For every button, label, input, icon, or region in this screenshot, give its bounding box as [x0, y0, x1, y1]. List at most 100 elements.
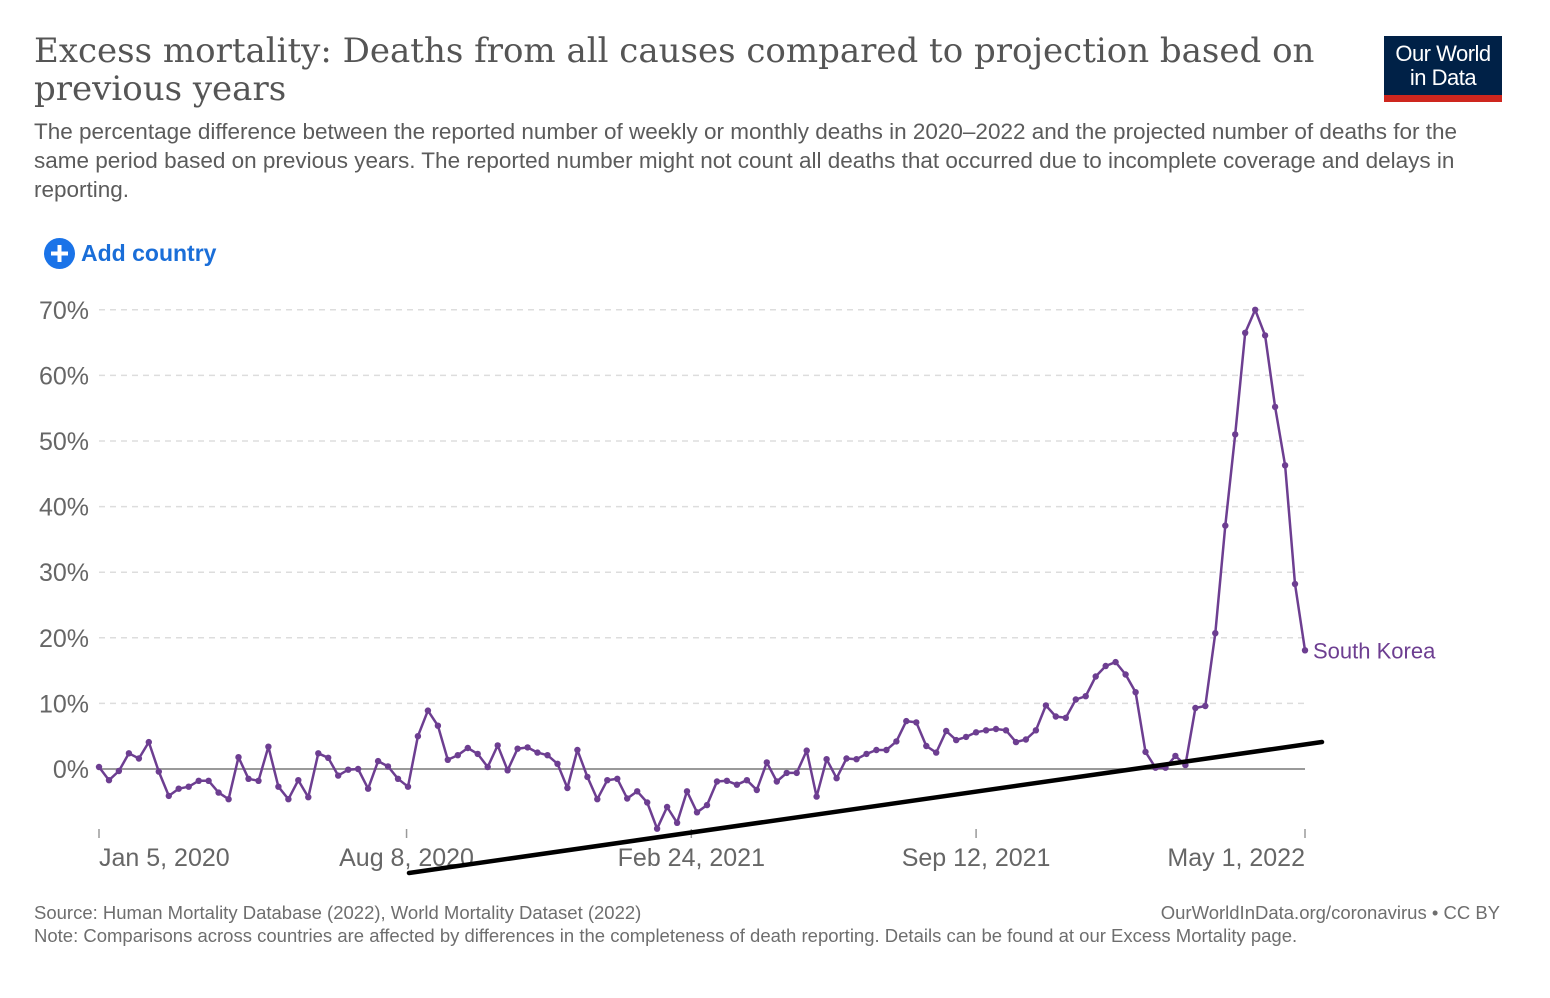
data-point	[195, 777, 202, 784]
data-point	[1261, 332, 1269, 339]
data-point	[813, 793, 820, 800]
data-point	[644, 799, 651, 806]
data-point	[165, 792, 172, 800]
data-point	[384, 763, 392, 770]
add-country-button[interactable]: Add country	[44, 236, 216, 270]
data-point	[893, 738, 900, 745]
data-point	[634, 788, 641, 795]
data-point	[663, 803, 671, 811]
data-point	[1291, 580, 1299, 588]
x-tick-label: May 1, 2022	[1167, 844, 1305, 872]
data-point	[155, 768, 162, 775]
data-point	[464, 744, 471, 752]
data-point	[773, 778, 780, 785]
data-point	[923, 742, 930, 750]
data-point	[753, 786, 760, 794]
data-point	[743, 777, 751, 784]
plus-circle-icon	[44, 237, 75, 269]
data-point	[913, 719, 920, 726]
source-text: Source: Human Mortality Database (2022),…	[34, 902, 642, 923]
data-point	[614, 775, 621, 782]
data-point	[295, 777, 302, 784]
x-tick-label: Jan 5, 2020	[99, 844, 230, 872]
y-tick-label: 60%	[39, 362, 89, 390]
data-point	[285, 796, 292, 803]
data-point	[843, 755, 850, 762]
data-point	[1232, 431, 1239, 438]
owid-logo[interactable]: Our World in Data	[1384, 36, 1502, 102]
data-point	[1012, 738, 1020, 746]
data-point	[1062, 714, 1070, 721]
data-point	[354, 765, 362, 773]
data-point	[1022, 736, 1030, 743]
data-point	[215, 789, 222, 796]
data-point	[564, 784, 571, 792]
data-point	[1132, 689, 1139, 696]
data-point	[345, 766, 352, 773]
data-point	[255, 777, 262, 784]
data-point	[225, 796, 232, 803]
footer-credit[interactable]: OurWorldInData.org/coronavirus • CC BY	[1160, 902, 1500, 923]
data-point	[265, 743, 272, 750]
data-point	[325, 754, 332, 761]
data-point	[444, 756, 451, 763]
data-point	[992, 725, 1000, 733]
data-point	[454, 752, 461, 759]
data-point	[115, 767, 123, 775]
data-point	[175, 785, 182, 792]
data-point	[534, 749, 541, 756]
data-point	[793, 769, 800, 777]
note-text: Note: Comparisons across countries are a…	[34, 925, 1298, 946]
data-point	[105, 777, 113, 784]
data-point	[474, 750, 481, 758]
series-line-south-korea	[98, 308, 1307, 830]
data-point	[863, 750, 870, 758]
data-point	[185, 783, 192, 790]
data-point	[504, 767, 511, 774]
data-point	[1092, 673, 1099, 680]
data-point	[703, 801, 711, 809]
data-point	[95, 763, 103, 771]
data-point	[933, 749, 940, 756]
data-point	[1032, 727, 1040, 734]
data-point	[962, 733, 970, 741]
data-point	[1301, 647, 1309, 654]
series-label-south-korea: South Korea	[1313, 638, 1436, 663]
data-point	[374, 757, 382, 765]
data-point	[1192, 704, 1199, 712]
y-tick-label: 70%	[39, 297, 89, 325]
y-tick-label: 0%	[53, 756, 89, 784]
data-point	[1271, 403, 1279, 411]
data-point	[1252, 306, 1259, 313]
data-point	[943, 727, 950, 735]
data-point	[584, 773, 591, 781]
data-point	[554, 760, 561, 767]
data-point	[693, 809, 701, 816]
data-point	[145, 738, 152, 746]
data-point	[484, 763, 491, 771]
data-point	[803, 747, 810, 754]
data-point	[364, 785, 372, 792]
data-point	[673, 819, 681, 826]
x-tick-label: Sep 12, 2021	[902, 844, 1051, 872]
data-point	[823, 756, 830, 763]
data-point	[1242, 329, 1249, 336]
data-point	[424, 707, 432, 714]
data-point	[594, 796, 601, 803]
data-point	[414, 733, 422, 740]
data-point	[1212, 630, 1219, 637]
data-point	[305, 794, 312, 801]
data-point	[574, 746, 581, 754]
data-point	[903, 717, 910, 725]
footer-notes: Source: Human Mortality Database (2022),…	[34, 901, 1434, 947]
data-point	[1122, 671, 1129, 678]
chart-subtitle: The percentage difference between the re…	[34, 119, 1458, 202]
data-point	[544, 752, 551, 759]
data-point	[1082, 693, 1089, 700]
data-point	[883, 746, 890, 754]
data-point	[853, 756, 860, 763]
data-point	[763, 759, 770, 766]
data-point	[514, 745, 521, 752]
data-point	[873, 746, 880, 754]
